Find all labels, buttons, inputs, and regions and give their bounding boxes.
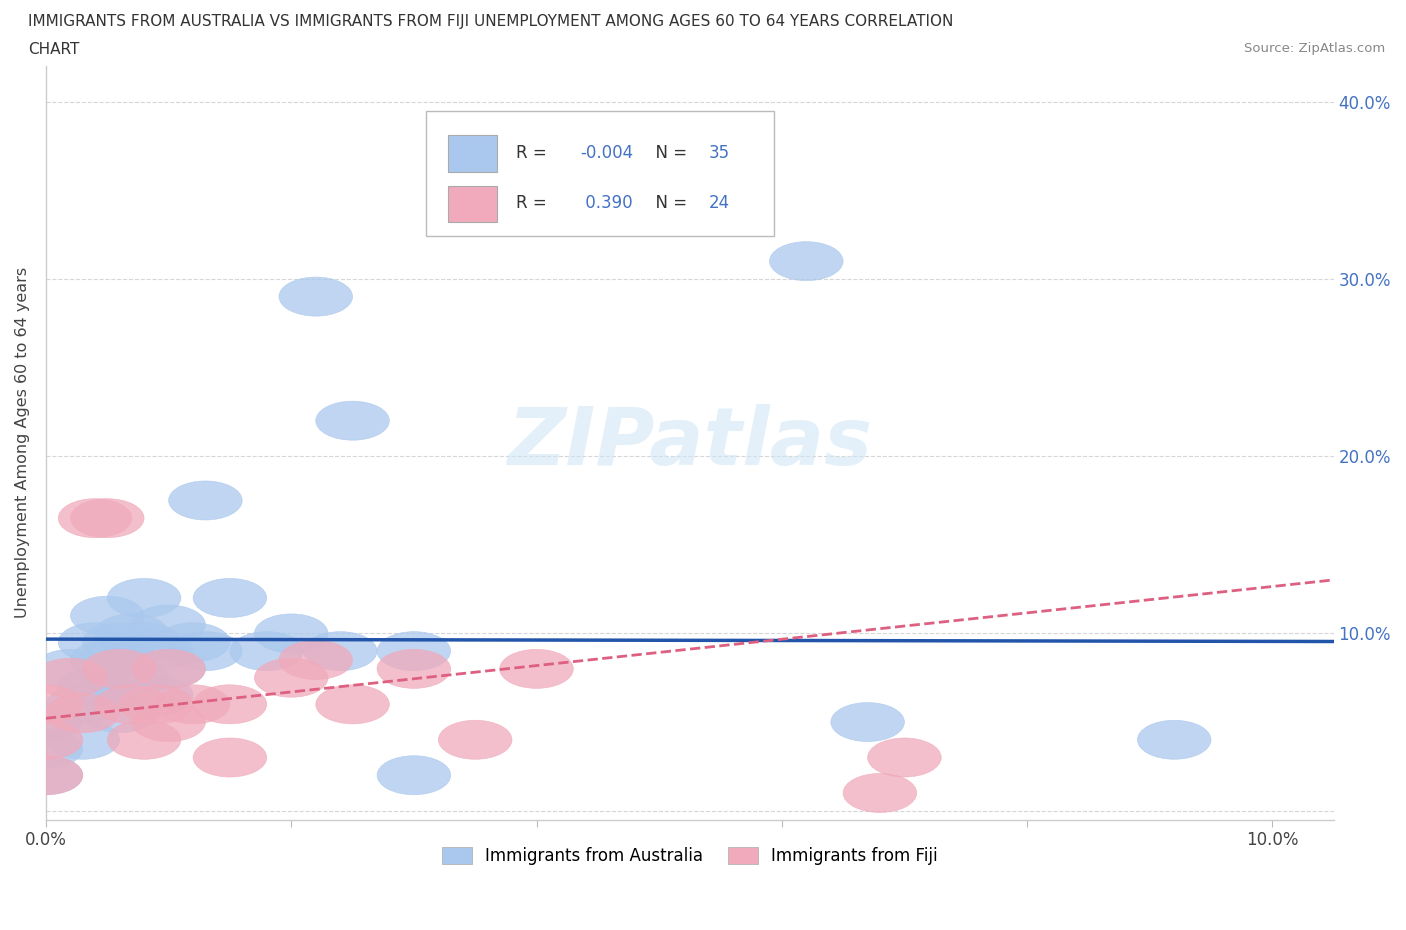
Ellipse shape (377, 631, 451, 671)
FancyBboxPatch shape (447, 136, 496, 172)
Text: 24: 24 (709, 194, 730, 212)
Ellipse shape (46, 720, 120, 759)
Ellipse shape (193, 684, 267, 724)
Ellipse shape (156, 623, 231, 662)
Ellipse shape (169, 481, 242, 520)
FancyBboxPatch shape (426, 112, 773, 235)
Ellipse shape (58, 667, 132, 706)
Ellipse shape (83, 658, 156, 698)
Text: Source: ZipAtlas.com: Source: ZipAtlas.com (1244, 42, 1385, 55)
Ellipse shape (132, 649, 205, 688)
Ellipse shape (156, 684, 231, 724)
Ellipse shape (10, 720, 83, 759)
Ellipse shape (169, 631, 242, 671)
Ellipse shape (83, 623, 156, 662)
Ellipse shape (58, 623, 132, 662)
Ellipse shape (34, 649, 107, 688)
Text: CHART: CHART (28, 42, 80, 57)
Text: 0.390: 0.390 (581, 194, 633, 212)
Ellipse shape (58, 498, 132, 538)
Ellipse shape (10, 756, 83, 795)
Ellipse shape (868, 738, 941, 777)
Ellipse shape (70, 641, 143, 680)
Text: IMMIGRANTS FROM AUSTRALIA VS IMMIGRANTS FROM FIJI UNEMPLOYMENT AMONG AGES 60 TO : IMMIGRANTS FROM AUSTRALIA VS IMMIGRANTS … (28, 14, 953, 29)
Ellipse shape (107, 623, 181, 662)
Ellipse shape (316, 684, 389, 724)
Ellipse shape (46, 684, 120, 724)
Text: R =: R = (516, 144, 553, 162)
Legend: Immigrants from Australia, Immigrants from Fiji: Immigrants from Australia, Immigrants fr… (434, 840, 945, 871)
Ellipse shape (278, 277, 353, 316)
Ellipse shape (96, 684, 169, 724)
Ellipse shape (844, 774, 917, 813)
Text: -0.004: -0.004 (581, 144, 634, 162)
Ellipse shape (120, 676, 193, 715)
Ellipse shape (10, 702, 83, 741)
Ellipse shape (831, 702, 904, 741)
Ellipse shape (83, 649, 156, 688)
Ellipse shape (193, 578, 267, 618)
Ellipse shape (34, 658, 107, 698)
Ellipse shape (254, 658, 328, 698)
Ellipse shape (231, 631, 304, 671)
Ellipse shape (439, 720, 512, 759)
Ellipse shape (10, 729, 83, 768)
Ellipse shape (1137, 720, 1211, 759)
Ellipse shape (377, 756, 451, 795)
Y-axis label: Unemployment Among Ages 60 to 64 years: Unemployment Among Ages 60 to 64 years (15, 267, 30, 618)
Ellipse shape (107, 720, 181, 759)
Ellipse shape (193, 738, 267, 777)
Ellipse shape (10, 684, 83, 724)
FancyBboxPatch shape (447, 186, 496, 222)
Ellipse shape (254, 614, 328, 653)
Ellipse shape (107, 578, 181, 618)
Ellipse shape (304, 631, 377, 671)
Text: R =: R = (516, 194, 553, 212)
Ellipse shape (316, 401, 389, 440)
Ellipse shape (769, 242, 844, 281)
Text: N =: N = (645, 144, 692, 162)
Ellipse shape (132, 702, 205, 741)
Ellipse shape (96, 614, 169, 653)
Ellipse shape (70, 596, 143, 635)
Ellipse shape (499, 649, 574, 688)
Ellipse shape (70, 498, 143, 538)
Ellipse shape (120, 684, 193, 724)
Text: N =: N = (645, 194, 692, 212)
Ellipse shape (377, 649, 451, 688)
Ellipse shape (10, 756, 83, 795)
Ellipse shape (96, 658, 169, 698)
Text: 35: 35 (709, 144, 730, 162)
Ellipse shape (132, 649, 205, 688)
Text: ZIPatlas: ZIPatlas (508, 404, 872, 482)
Ellipse shape (132, 605, 205, 644)
Ellipse shape (83, 694, 156, 733)
Ellipse shape (278, 641, 353, 680)
Ellipse shape (120, 631, 193, 671)
Ellipse shape (46, 694, 120, 733)
